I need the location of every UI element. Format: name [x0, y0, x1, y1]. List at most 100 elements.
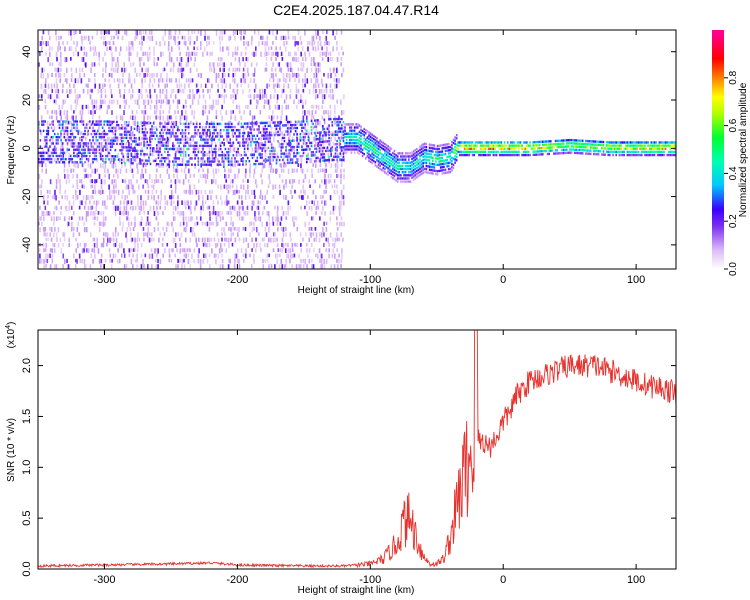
heatmap-cell	[98, 115, 101, 120]
heatmap-cell	[143, 232, 145, 237]
heatmap-cell	[336, 149, 338, 152]
heatmap-cell	[103, 35, 105, 41]
heatmap-cell	[562, 148, 565, 152]
heatmap-cell	[192, 122, 195, 126]
heatmap-cell	[159, 159, 161, 163]
heatmap-cell	[247, 41, 250, 47]
heatmap-cell	[94, 83, 96, 89]
heatmap-cell	[570, 142, 573, 145]
heatmap-cell	[96, 237, 98, 243]
heatmap-cell	[281, 110, 283, 116]
heatmap-cell	[234, 30, 237, 35]
heatmap-cell	[372, 150, 375, 153]
heatmap-cell	[204, 99, 207, 105]
heatmap-cell	[118, 242, 121, 249]
heatmap-cell	[42, 195, 45, 200]
heatmap-cell	[315, 126, 318, 131]
heatmap-cell	[197, 160, 200, 163]
heatmap-cell	[202, 104, 205, 110]
heatmap-cell	[59, 216, 61, 220]
heatmap-cell	[98, 62, 101, 67]
heatmap-cell	[87, 151, 90, 155]
heatmap-cell	[296, 139, 298, 142]
heatmap-cell	[104, 145, 107, 148]
heatmap-cell	[203, 154, 206, 157]
heatmap-cell	[111, 110, 113, 115]
heatmap-cell	[90, 145, 93, 148]
heatmap-cell	[77, 163, 79, 169]
heatmap-cell	[219, 211, 221, 217]
heatmap-cell	[289, 78, 291, 82]
heatmap-cell	[238, 226, 240, 233]
heatmap-cell	[211, 125, 214, 129]
heatmap-cell	[308, 179, 311, 184]
heatmap-cell	[382, 169, 385, 173]
heatmap-cell	[65, 129, 67, 133]
heatmap-cell	[43, 200, 45, 205]
heatmap-cell	[425, 158, 428, 161]
heatmap-cell	[368, 153, 370, 156]
heatmap-cell	[353, 126, 356, 129]
heatmap-cell	[358, 130, 361, 134]
heatmap-cell	[221, 211, 223, 215]
heatmap-cell	[414, 174, 417, 177]
heatmap-cell	[524, 153, 527, 157]
heatmap-cell	[559, 145, 562, 149]
heatmap-cell	[470, 141, 472, 144]
heatmap-cell	[179, 237, 181, 242]
heatmap-cell	[447, 152, 450, 155]
heatmap-cell	[42, 72, 45, 79]
heatmap-cell	[268, 237, 270, 243]
heatmap-cell	[221, 264, 224, 269]
heatmap-cell	[289, 253, 292, 259]
heatmap-cell	[53, 195, 56, 200]
heatmap-cell	[249, 110, 252, 116]
heatmap-cell	[282, 242, 285, 249]
heatmap-cell	[159, 122, 161, 125]
heatmap-cell	[254, 179, 257, 185]
heatmap-cell	[124, 127, 126, 130]
heatmap-cell	[282, 158, 284, 162]
heatmap-cell	[288, 142, 290, 147]
heatmap-cell	[516, 144, 519, 147]
heatmap-cell	[167, 131, 169, 135]
heatmap-cell	[439, 169, 442, 172]
heatmap-cell	[97, 211, 100, 215]
heatmap-cell	[67, 173, 70, 179]
heatmap-cell	[503, 141, 506, 144]
heatmap-cell	[325, 149, 327, 153]
heatmap-cell	[244, 78, 247, 84]
heatmap-cell	[257, 200, 260, 205]
heatmap-cell	[87, 205, 90, 211]
heatmap-cell	[225, 94, 228, 98]
heatmap-cell	[136, 121, 139, 124]
heatmap-cell	[160, 134, 163, 138]
heatmap-cell	[276, 83, 279, 88]
heatmap-cell	[319, 120, 321, 126]
heatmap-cell	[260, 136, 263, 141]
heatmap-cell	[143, 115, 145, 121]
heatmap-cell	[84, 148, 86, 151]
heatmap-cell	[212, 200, 215, 205]
heatmap-cell	[91, 168, 94, 174]
heatmap-cell	[254, 159, 257, 163]
heatmap-cell	[264, 140, 267, 143]
heatmap-cell	[143, 264, 145, 268]
heatmap-cell	[269, 159, 271, 162]
heatmap-cell	[94, 168, 97, 174]
heatmap-cell	[302, 139, 305, 142]
heatmap-cell	[50, 126, 53, 129]
heatmap-cell	[559, 142, 562, 146]
heatmap-cell	[347, 142, 350, 145]
heatmap-cell	[374, 161, 377, 164]
heatmap-cell	[565, 148, 568, 151]
heatmap-cell	[226, 211, 228, 215]
heatmap-cell	[374, 135, 377, 139]
heatmap-cell	[254, 83, 257, 89]
heatmap-cell	[293, 253, 296, 258]
heatmap-cell	[279, 253, 281, 258]
heatmap-cell	[244, 195, 247, 200]
heatmap-cell	[197, 147, 200, 153]
heatmap-cell	[355, 132, 358, 136]
heatmap-cell	[200, 157, 203, 160]
